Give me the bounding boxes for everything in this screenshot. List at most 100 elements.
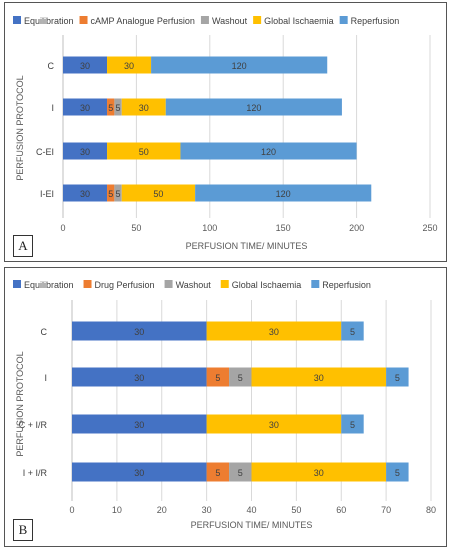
legend-label-drug-perfusion: Drug Perfusion	[95, 280, 155, 290]
legend-label-global-ischaemia: Global Ischaemia	[264, 16, 334, 26]
bar-reperfusion	[386, 367, 409, 387]
bar-camp-analogue-perfusion	[107, 98, 115, 116]
legend-swatch-global-ischaemia	[253, 16, 262, 24]
bar-reperfusion	[386, 462, 409, 482]
legend-label-camp-analogue-perfusion: cAMP Analogue Perfusion	[91, 16, 195, 26]
data-label: 5	[350, 327, 355, 337]
x-tick-label: 40	[246, 505, 256, 515]
x-tick-label: 80	[426, 505, 436, 515]
x-tick-label: 30	[202, 505, 212, 515]
data-label: 5	[108, 189, 113, 199]
data-label: 5	[350, 420, 355, 430]
data-label: 30	[139, 103, 149, 113]
data-label: 30	[134, 420, 144, 430]
bar-washout	[114, 98, 122, 116]
x-tick-label: 200	[349, 223, 364, 233]
x-tick-label: 0	[69, 505, 74, 515]
legend-swatch-reperfusion	[339, 16, 348, 24]
data-label: 30	[80, 189, 90, 199]
category-label: C	[48, 61, 55, 71]
data-label: 30	[80, 147, 90, 157]
legend-label-reperfusion: Reperfusion	[351, 16, 400, 26]
category-label: C-EI	[36, 147, 54, 157]
bar-equilibration	[72, 321, 207, 341]
legend-swatch-washout	[164, 280, 173, 288]
bar-reperfusion	[180, 142, 357, 160]
chart-b-svg: Equilibration Drug Perfusion Washout Global…	[13, 280, 436, 530]
data-label: 30	[134, 327, 144, 337]
x-tick-label: 20	[157, 505, 167, 515]
legend-swatch-washout	[200, 16, 209, 24]
bar-equilibration	[72, 462, 207, 482]
data-label: 5	[238, 468, 243, 478]
bar-equilibration	[72, 414, 207, 434]
data-label: 120	[261, 147, 276, 157]
bar-equilibration	[63, 184, 108, 202]
x-tick-label: 60	[336, 505, 346, 515]
data-label: 30	[269, 327, 279, 337]
bar-drug-perfusion	[206, 367, 230, 387]
data-label: 5	[116, 103, 121, 113]
bar-equilibration	[72, 367, 207, 387]
data-label: 5	[116, 189, 121, 199]
data-label: 30	[134, 373, 144, 383]
bar-reperfusion	[151, 56, 328, 74]
data-label: 120	[232, 61, 247, 71]
data-label: 5	[395, 468, 400, 478]
chart-a-svg: Equilibration cAMP Analogue Perfusion Wash…	[13, 16, 438, 251]
legend-label-equilibration: Equilibration	[24, 280, 74, 290]
bar-washout	[229, 462, 252, 482]
bar-equilibration	[63, 98, 108, 116]
bar-reperfusion	[341, 414, 364, 434]
legend-label-washout: Washout	[176, 280, 212, 290]
category-label: I-EI	[40, 189, 54, 199]
bar-global-ischaemia	[206, 321, 342, 341]
bar-camp-analogue-perfusion	[107, 184, 115, 202]
bar-global-ischaemia	[251, 367, 387, 387]
x-tick-label: 50	[131, 223, 141, 233]
bar-equilibration	[63, 56, 108, 74]
data-label: 50	[153, 189, 163, 199]
x-tick-label: 0	[60, 223, 65, 233]
bar-reperfusion	[341, 321, 364, 341]
category-label: I + I/R	[23, 468, 48, 478]
legend-swatch-camp-analogue-perfusion	[79, 16, 88, 24]
bar-washout	[229, 367, 252, 387]
bar-drug-perfusion	[206, 462, 230, 482]
category-label: C	[41, 327, 48, 337]
chart-panel-a: Equilibration cAMP Analogue Perfusion Wash…	[4, 2, 447, 262]
data-label: 30	[314, 373, 324, 383]
data-label: 30	[80, 61, 90, 71]
data-label: 120	[246, 103, 261, 113]
bar-global-ischaemia	[107, 142, 181, 160]
y-axis-title: PERFUSION PROTOCOL	[15, 75, 25, 180]
x-tick-label: 10	[112, 505, 122, 515]
x-tick-label: 70	[381, 505, 391, 515]
data-label: 30	[124, 61, 134, 71]
y-axis-title: PERFUSION PROTOCOL	[15, 351, 25, 456]
legend-label-reperfusion: Reperfusion	[322, 280, 371, 290]
bar-equilibration	[63, 142, 108, 160]
legend-swatch-reperfusion	[311, 280, 320, 288]
legend-swatch-global-ischaemia	[220, 280, 229, 288]
bar-global-ischaemia	[206, 414, 342, 434]
legend-label-washout: Washout	[212, 16, 248, 26]
data-label: 120	[276, 189, 291, 199]
data-label: 5	[215, 468, 220, 478]
legend-label-equilibration: Equilibration	[24, 16, 74, 26]
data-label: 5	[215, 373, 220, 383]
data-label: 30	[314, 468, 324, 478]
legend-swatch-equilibration	[13, 280, 21, 288]
legend-swatch-drug-perfusion	[83, 280, 92, 288]
x-axis-title: PERFUSION TIME/ MINUTES	[186, 241, 308, 251]
data-label: 30	[269, 420, 279, 430]
chart-panel-b: Equilibration Drug Perfusion Washout Global…	[4, 267, 447, 547]
category-label: I	[44, 373, 47, 383]
data-label: 50	[139, 147, 149, 157]
data-label: 5	[238, 373, 243, 383]
bar-global-ischaemia	[107, 56, 152, 74]
data-label: 30	[80, 103, 90, 113]
category-label: C + I/R	[19, 420, 48, 430]
bar-global-ischaemia	[121, 184, 196, 202]
data-label: 5	[395, 373, 400, 383]
